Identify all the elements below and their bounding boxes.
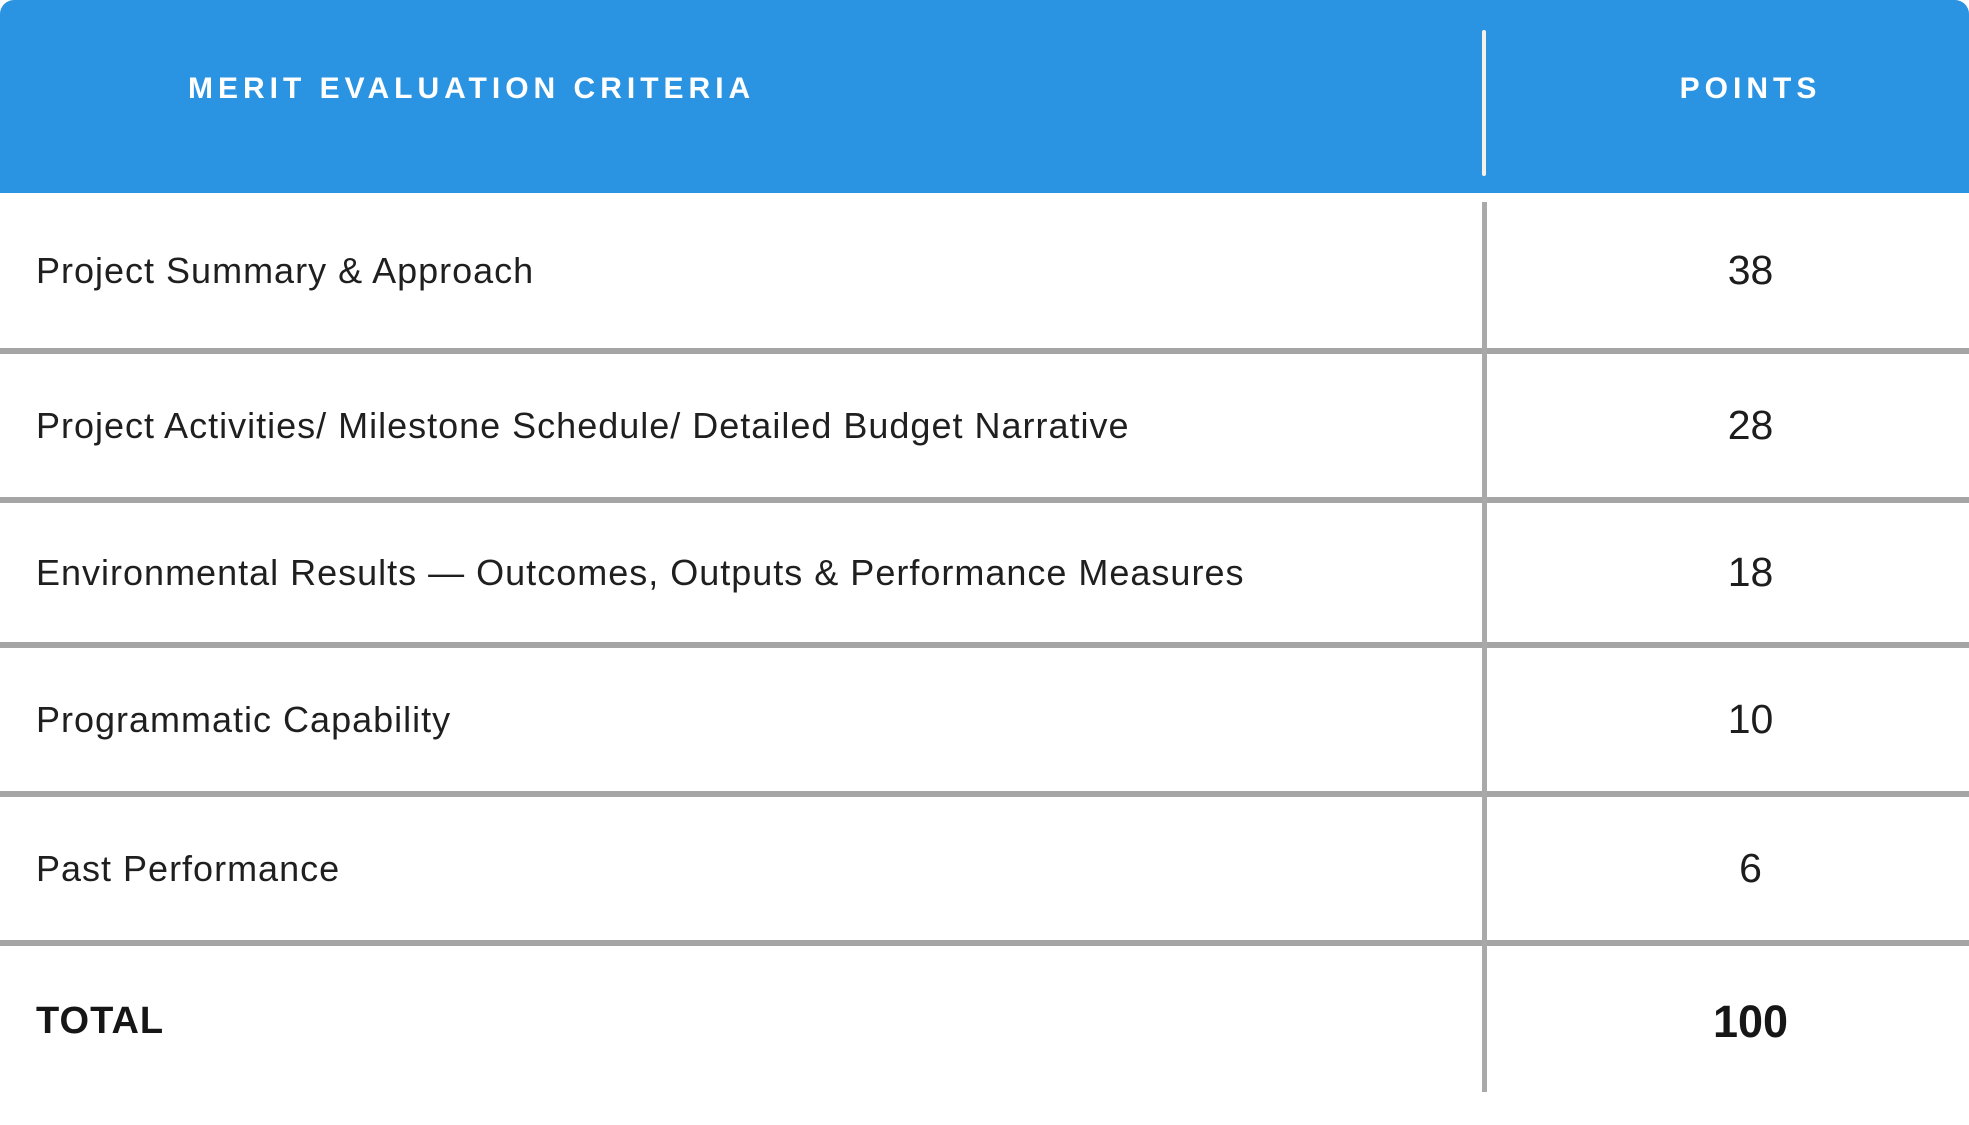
total-row: TOTAL 100 [0, 946, 1969, 1125]
header-points-label: POINTS [1679, 71, 1822, 105]
row-points: 38 [1727, 247, 1774, 293]
table-row: Project Activities/ Milestone Schedule/ … [0, 354, 1969, 503]
row-points: 6 [1739, 845, 1762, 891]
column-divider [1482, 202, 1487, 1092]
table-row: Environmental Results — Outcomes, Output… [0, 503, 1969, 648]
row-points: 10 [1727, 696, 1774, 742]
table-row: Programmatic Capability 10 [0, 648, 1969, 797]
header-points-cell: POINTS [1484, 72, 1969, 106]
total-points: 100 [1712, 995, 1789, 1047]
table-header-row: MERIT EVALUATION CRITERIA POINTS [0, 0, 1969, 193]
row-label: Past Performance [36, 847, 341, 889]
total-label: TOTAL [36, 1000, 165, 1042]
row-label: Programmatic Capability [36, 698, 452, 740]
table-row: Project Summary & Approach 38 [0, 193, 1969, 354]
row-label: Project Summary & Approach [36, 249, 535, 291]
row-label: Environmental Results — Outcomes, Output… [36, 551, 1245, 593]
row-label: Project Activities/ Milestone Schedule/ … [36, 404, 1130, 446]
row-points: 28 [1727, 402, 1774, 448]
row-points: 18 [1727, 549, 1774, 595]
header-criteria-cell: MERIT EVALUATION CRITERIA [0, 72, 1484, 106]
header-criteria-label: MERIT EVALUATION CRITERIA [188, 71, 756, 105]
table-row: Past Performance 6 [0, 797, 1969, 946]
header-column-divider [1482, 30, 1486, 176]
